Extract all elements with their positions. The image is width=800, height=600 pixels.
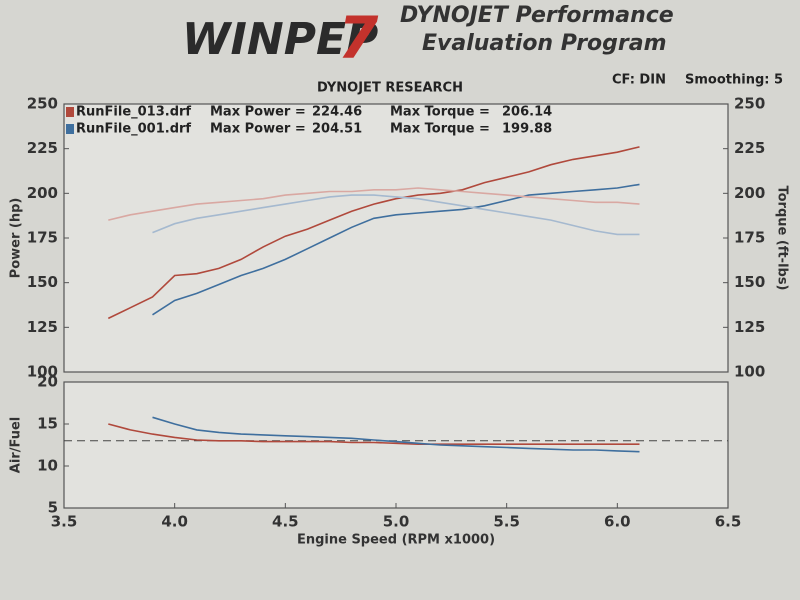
x-tick-label: 6.0 [604,513,631,531]
y2-tick-label: 250 [734,95,765,113]
y-tick-label: 250 [27,95,58,113]
legend-value: 204.51 [312,122,362,137]
legend-name: RunFile_013.drf [76,105,191,120]
data-line [152,194,640,236]
y-tick-label: 15 [37,415,58,433]
x-tick-label: 3.5 [51,513,78,531]
y-tick-label: 175 [27,229,58,247]
legend-value: 206.14 [502,105,552,120]
program-title: DYNOJET Performance [400,3,674,28]
data-line [108,423,640,445]
x-axis-label: Engine Speed (RPM x1000) [297,533,495,548]
legend-swatch [66,107,74,117]
legend-label: Max Power = [210,105,306,120]
legend-label: Max Torque = [390,122,490,137]
y-axis-label: Air/Fuel [9,417,24,473]
x-tick-label: 5.5 [493,513,520,531]
y-tick-label: 10 [37,457,58,475]
legend-label: Max Torque = [390,105,490,120]
legend-value: 199.88 [502,122,552,137]
y-tick-label: 125 [27,318,58,336]
logo: WINPEP [182,14,378,65]
plot-area [63,103,729,373]
data-line [108,187,640,221]
x-tick-label: 6.5 [715,513,742,531]
legend-label: Max Power = [210,122,306,137]
y2-tick-label: 200 [734,184,765,202]
legend-value: 224.46 [312,105,362,120]
legend-name: RunFile_001.drf [76,122,191,137]
y2-tick-label: 125 [734,318,765,336]
y-tick-label: 225 [27,139,58,157]
x-tick-label: 4.0 [161,513,188,531]
data-line [152,183,640,316]
data-line [107,146,640,320]
x-tick-label: 5.0 [383,513,410,531]
y2-tick-label: 100 [734,363,765,381]
x-tick-label: 4.5 [272,513,299,531]
y-tick-label: 200 [27,184,58,202]
y-tick-label: 150 [27,273,58,291]
y2-tick-label: 225 [734,139,765,157]
y2-tick-label: 150 [734,273,765,291]
data-line [152,416,640,453]
y2-tick-label: 175 [734,229,765,247]
chart-title: DYNOJET RESEARCH [317,81,463,96]
y-tick-label: 100 [27,363,58,381]
y-axis-label: Power (hp) [9,198,24,279]
y2-axis-label: Torque (ft-lbs) [775,185,790,290]
y-tick-label: 5 [48,499,58,517]
program-title: Evaluation Program [422,31,667,56]
smoothing-label: Smoothing: 5 [685,73,783,88]
legend-swatch [66,124,74,134]
y-tick-label: 20 [37,373,58,391]
logo-number: 7 [338,4,379,72]
cf-label: CF: DIN [612,73,666,88]
